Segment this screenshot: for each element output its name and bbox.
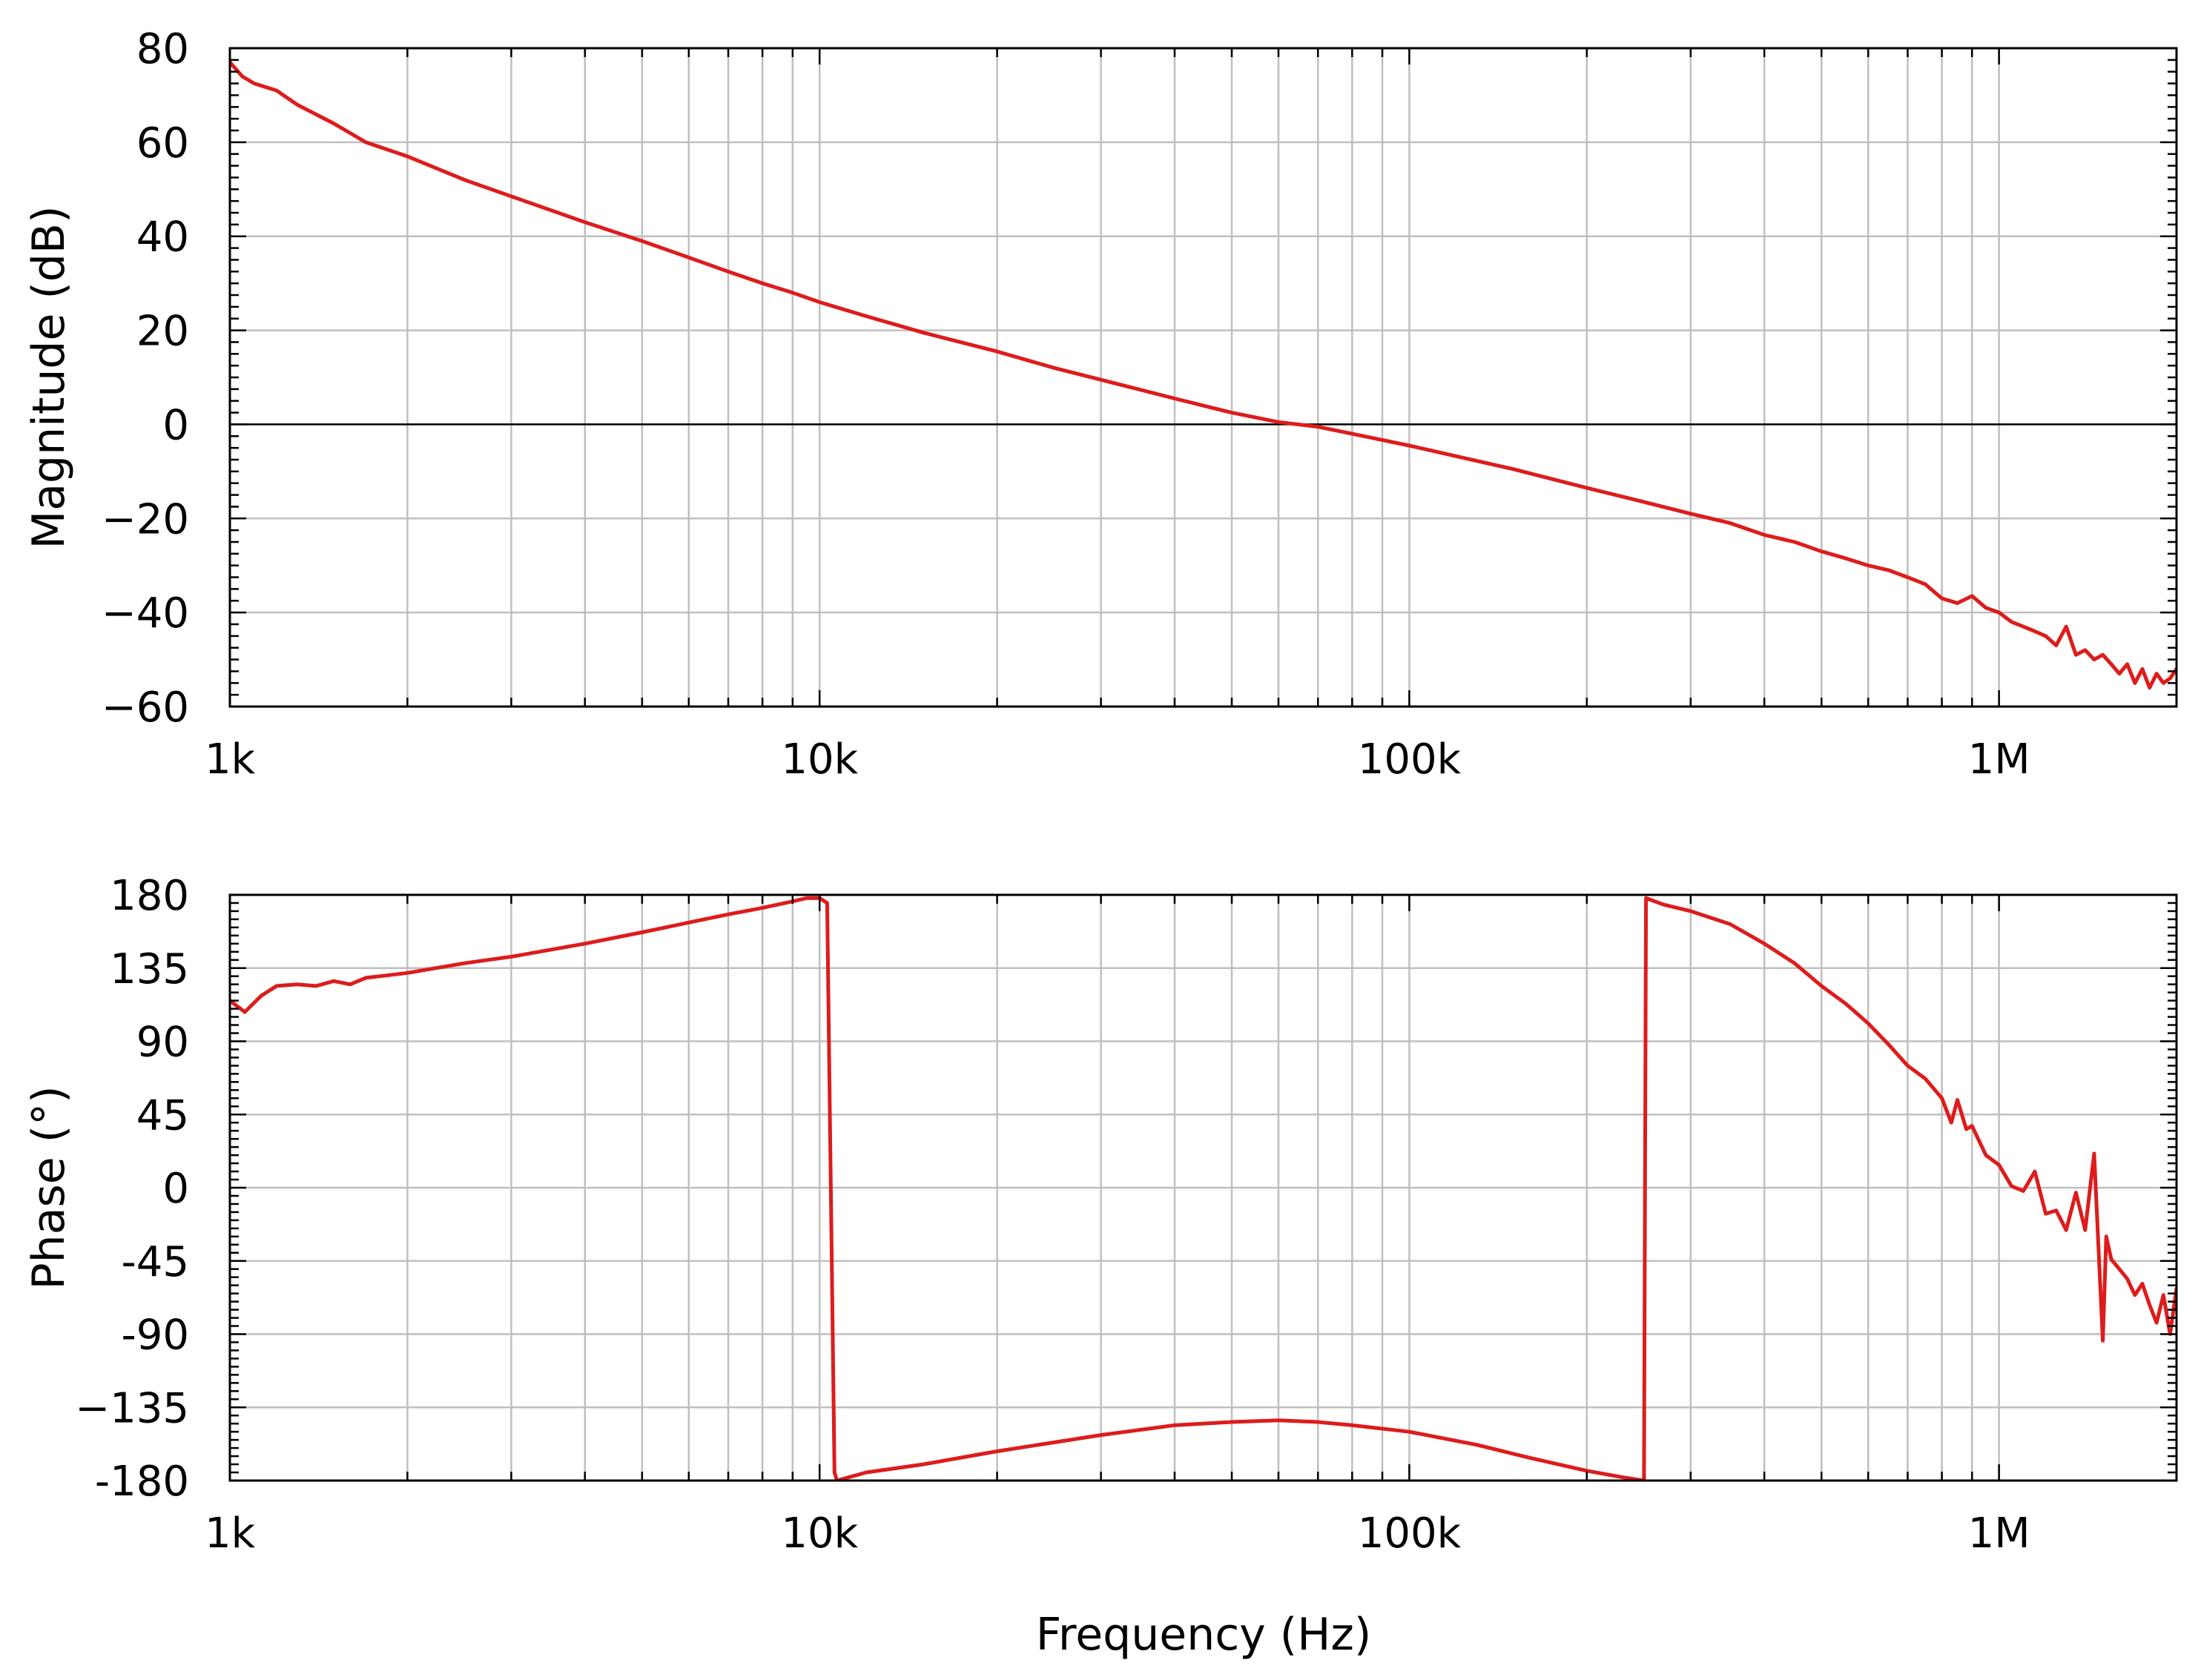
phase-x-tick-label: 10k [781,1509,858,1558]
phase-y-tick-label: -45 [122,1238,189,1286]
magnitude-grid [230,48,2177,707]
x-axis-title: Frequency (Hz) [1036,1609,1371,1661]
phase-y-tick-label: -90 [122,1312,189,1360]
phase-series-line [230,896,2177,1481]
phase-x-tick-label: 1M [1968,1509,2030,1558]
magnitude-y-tick-label: −40 [102,589,189,638]
phase-x-tick-label: 1k [205,1509,256,1558]
magnitude-tick-marks [228,47,2178,708]
magnitude-y-tick-label: 60 [136,119,189,168]
magnitude-y-tick-label: −60 [102,684,189,732]
magnitude-y-tick-label: −20 [102,495,189,543]
phase-y-axis-title: Phase (°) [23,1085,75,1289]
phase-y-tick-label: 135 [110,945,189,993]
magnitude-x-tick-label: 1k [205,735,256,784]
phase-panel: 180 135 90 45 0 -45 -90 −135 -180 1k 10k 100k 1M Phas… [23,872,2178,1558]
magnitude-x-tick-label: 10k [781,735,858,784]
magnitude-y-tick-label: 0 [162,401,189,449]
magnitude-x-tick-label: 100k [1358,735,1462,784]
phase-y-tick-label: 45 [136,1091,189,1140]
magnitude-y-tick-label: 80 [136,25,189,73]
magnitude-y-tick-label: 20 [136,308,189,356]
magnitude-x-tick-label: 1M [1968,735,2030,784]
phase-y-tick-label: 180 [110,872,189,920]
magnitude-panel: 80 60 40 20 0 −20 −40 −60 1k 10k 100k 1M Magnitude (… [23,25,2178,784]
phase-x-tick-label: 100k [1358,1509,1462,1558]
phase-y-tick-label: -180 [95,1458,189,1506]
phase-y-tick-label: −135 [75,1384,189,1432]
magnitude-series-line [230,60,2177,690]
magnitude-y-axis-title: Magnitude (dB) [23,205,75,549]
magnitude-y-tick-label: 40 [136,214,189,262]
phase-tick-marks [228,893,2178,1482]
phase-grid [230,895,2177,1481]
phase-y-tick-label: 90 [136,1019,189,1067]
phase-y-tick-label: 0 [162,1165,189,1213]
